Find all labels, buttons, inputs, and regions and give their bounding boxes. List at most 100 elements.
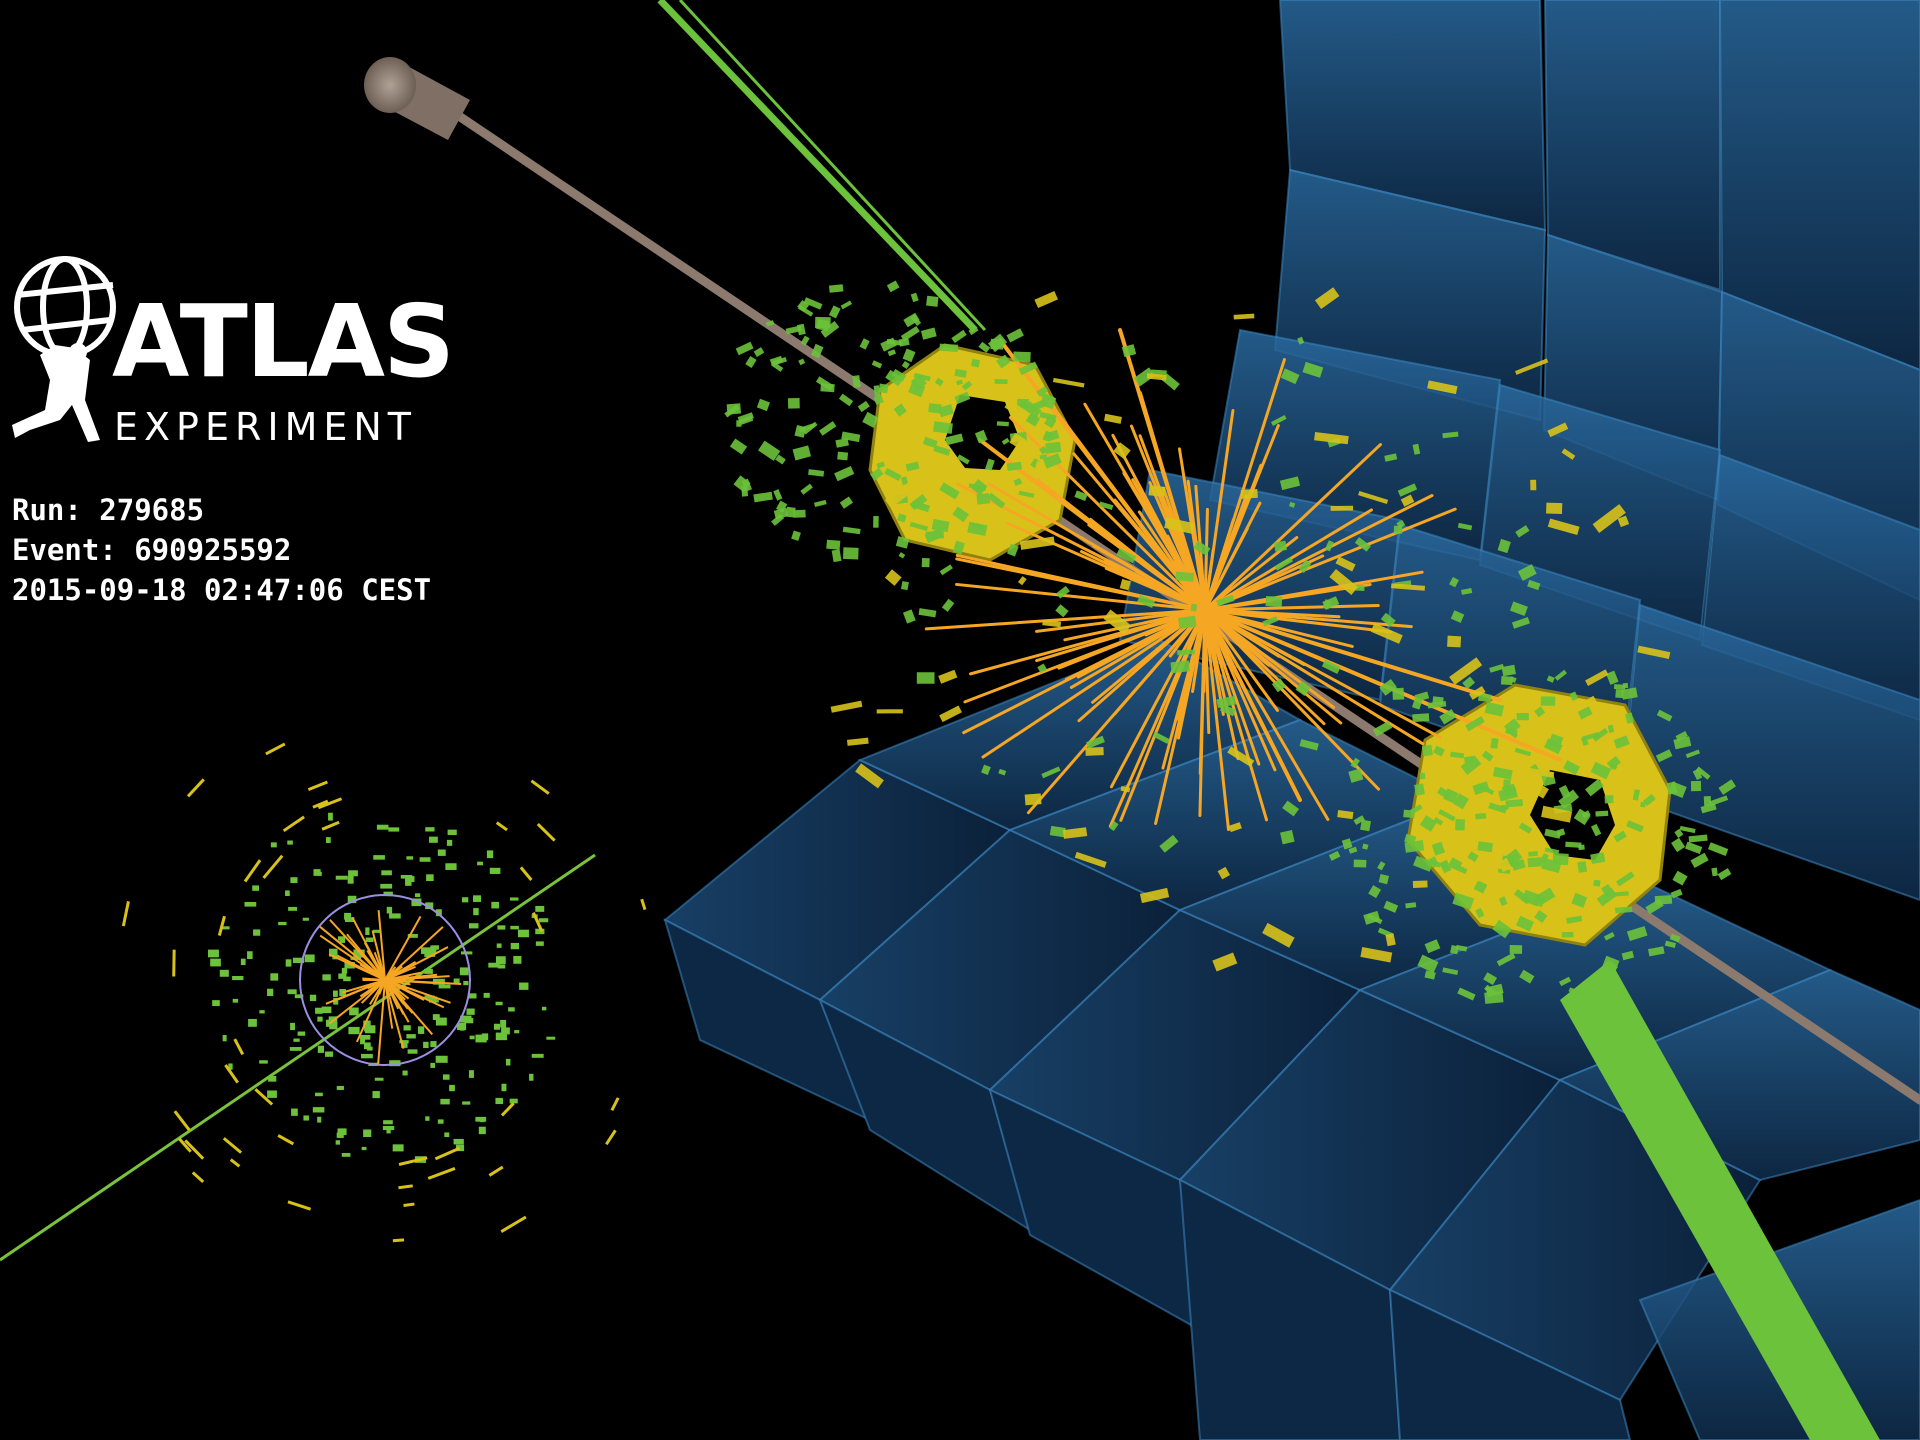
calorimeter-cell — [938, 404, 954, 418]
inset-cell — [514, 1030, 520, 1034]
calorimeter-cell — [1472, 781, 1490, 796]
calorimeter-cell — [1045, 441, 1062, 454]
calorimeter-cell — [1509, 945, 1523, 954]
inset-cell — [178, 1137, 192, 1153]
track-line — [1203, 608, 1225, 716]
inset-cell — [224, 1064, 239, 1084]
inset-cell — [407, 933, 418, 938]
inset-cell — [453, 1138, 464, 1145]
calorimeter-cell — [1405, 902, 1417, 909]
calorimeter-cell — [1302, 361, 1324, 378]
inset-cell — [290, 877, 298, 884]
calorimeter-cell — [880, 337, 897, 352]
inset-cell — [489, 867, 501, 874]
inset-cell — [244, 901, 257, 907]
calorimeter-cell — [1377, 861, 1386, 871]
inset-track-line — [337, 979, 386, 1001]
particle-tracks — [924, 328, 1562, 832]
calorimeter-cell — [996, 421, 1009, 427]
calorimeter-cell — [1671, 837, 1686, 853]
calorimeter-cell — [1370, 623, 1403, 644]
track-line — [1131, 478, 1207, 612]
calorimeter-cell — [900, 325, 920, 342]
calorimeter-cell — [1509, 676, 1517, 683]
calorimeter-cell — [1690, 852, 1709, 868]
calorimeter-cell — [1178, 615, 1197, 629]
calorimeter-cell — [1262, 616, 1279, 627]
inset-cell — [287, 840, 293, 845]
track-line — [1026, 608, 1207, 815]
calorimeter-cell — [1534, 706, 1546, 718]
inset-track-line — [356, 979, 386, 1043]
inset-cell — [383, 1120, 393, 1125]
inset-cell — [411, 898, 422, 907]
inset-cell — [344, 912, 352, 920]
calorimeter-cell — [1552, 852, 1569, 866]
inset-cell — [210, 958, 221, 967]
calorimeter-cell — [1034, 290, 1058, 309]
inset-cell — [243, 859, 262, 883]
calorimeter-cell — [776, 500, 788, 513]
calorimeter-cell — [1509, 601, 1528, 616]
inset-cell — [252, 885, 260, 891]
inset-track-line — [351, 916, 386, 981]
track-line — [955, 553, 1207, 612]
inset-cell — [335, 1140, 340, 1145]
inset-cell — [469, 1035, 475, 1040]
calorimeter-cell — [1484, 984, 1497, 997]
calorimeter-cell — [1036, 386, 1049, 397]
calorimeter-cell — [835, 437, 849, 448]
calorimeter-cell — [1640, 801, 1646, 808]
inset-cell — [336, 1132, 344, 1138]
inset-cell — [427, 1167, 456, 1180]
track-line — [1203, 608, 1326, 726]
calorimeter-cell — [1419, 815, 1438, 832]
calorimeter-cell — [1614, 906, 1633, 914]
track-line — [1063, 608, 1207, 642]
calorimeter-cell — [1577, 706, 1593, 720]
calorimeter-cell — [1273, 540, 1287, 552]
inset-cell — [531, 912, 544, 933]
track-line — [1203, 358, 1286, 612]
calorimeter-cell — [1711, 867, 1718, 877]
calorimeter-cell — [1717, 868, 1732, 881]
calorimeter-cell — [1104, 413, 1122, 424]
calorimeter-cell — [941, 598, 955, 612]
calorimeter-cell — [1385, 933, 1396, 947]
calorimeter-cell — [1475, 907, 1485, 919]
inset-cell — [405, 878, 412, 886]
calorimeter-cell — [871, 360, 883, 369]
calorimeter-cell — [1393, 525, 1403, 534]
track-line — [1203, 608, 1330, 821]
calorimeter-cell — [886, 280, 900, 293]
calorimeter-cell — [1613, 684, 1626, 690]
calorimeter-cell — [1298, 559, 1312, 573]
inset-cell — [347, 895, 357, 904]
inset-cell — [468, 923, 479, 929]
calorimeter-cell — [885, 369, 904, 387]
inset-cell — [332, 990, 338, 997]
calorimeter-cell — [798, 358, 806, 366]
calorimeter-cell — [1379, 678, 1397, 696]
calorimeter-cell — [1228, 822, 1242, 833]
inset-track-line — [384, 979, 409, 1010]
calorimeter-cell — [1544, 847, 1560, 855]
inset-cell — [376, 824, 389, 830]
calorimeter-cell — [1274, 556, 1293, 571]
inset-track-line — [384, 915, 422, 981]
calorimeter-cell — [939, 482, 960, 500]
calorimeter-cell — [1348, 846, 1358, 854]
calorimeter-cell — [771, 513, 785, 526]
calorimeter-cell — [1561, 931, 1574, 938]
calorimeter-cell — [1121, 344, 1137, 358]
calorimeter-cell — [1503, 779, 1511, 789]
atlas-logo-icon — [12, 256, 116, 442]
calorimeter-cell — [1380, 612, 1396, 627]
calorimeter-cell — [862, 411, 879, 428]
inset-cell — [262, 854, 284, 879]
muon-tracks — [0, 0, 1880, 1440]
calorimeter-cell — [1414, 691, 1430, 702]
inset-cell — [304, 954, 315, 963]
calorimeter-cell — [1175, 571, 1195, 582]
inset-cell — [529, 1073, 534, 1081]
